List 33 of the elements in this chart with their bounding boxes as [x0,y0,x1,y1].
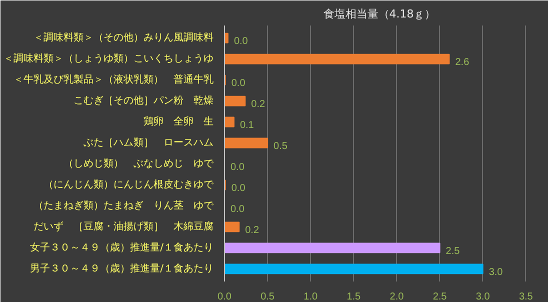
data-label: 3.0 [488,266,504,278]
y-tick-label: こむぎ［その他］パン粉 乾燥 [74,94,214,107]
x-tick-label: 3.0 [476,292,490,302]
y-tick-label: だいず ［豆腐・油揚げ類］ 木綿豆腐 [34,220,214,232]
data-label: 2.6 [455,57,470,68]
x-tick-label: 1.0 [304,292,318,302]
x-tick-label: 1.5 [346,292,362,302]
y-tick-label: （たまねぎ類）たまねぎ りん茎 ゆで [34,199,214,212]
y-tick-label: ＜調味料類＞（その他）みりん風調味料 [34,32,214,44]
y-tick-label: 男子３０～４９（歳）推進量/１食あたり [30,262,214,274]
x-tick-label: 0.0 [218,292,232,302]
data-label: 0.0 [230,204,245,215]
y-tick-label: 鶏卵 全卵 生 [144,116,214,128]
data-label: 0.0 [231,182,246,194]
x-tick-label: 2.5 [432,292,448,302]
y-tick-label: （にんじん類）にんじん根皮むきゆで [44,178,214,190]
y-tick-label: ぶた［ハム類］ ロースハム [84,136,214,149]
data-label: 0.2 [245,224,260,236]
data-label: 2.5 [446,246,460,257]
y-tick-label: ＜牛乳及び乳製品＞（液状乳類） 普通牛乳 [14,74,214,86]
data-label: 0.0 [230,162,245,173]
y-tick-label: 女子３０～４９（歳）推進量/１食あたり [30,241,214,254]
y-tick-label: （しめじ類） ぶなしめじ ゆで [64,157,214,170]
x-tick-label: 3.5 [518,292,534,302]
y-tick-label: ＜調味料類＞（しょうゆ類）こいくちしょうゆ [4,52,214,65]
data-label: 0.5 [274,141,288,152]
data-label: 0.1 [240,120,254,132]
data-label: 0.2 [251,99,266,110]
chart-title: 食塩相当量（4.18ｇ） [323,8,436,20]
data-label: 0.0 [231,78,246,90]
data-label: 0.0 [234,36,248,48]
x-tick-label: 2.0 [390,292,404,302]
x-tick-label: 0.5 [260,292,275,302]
